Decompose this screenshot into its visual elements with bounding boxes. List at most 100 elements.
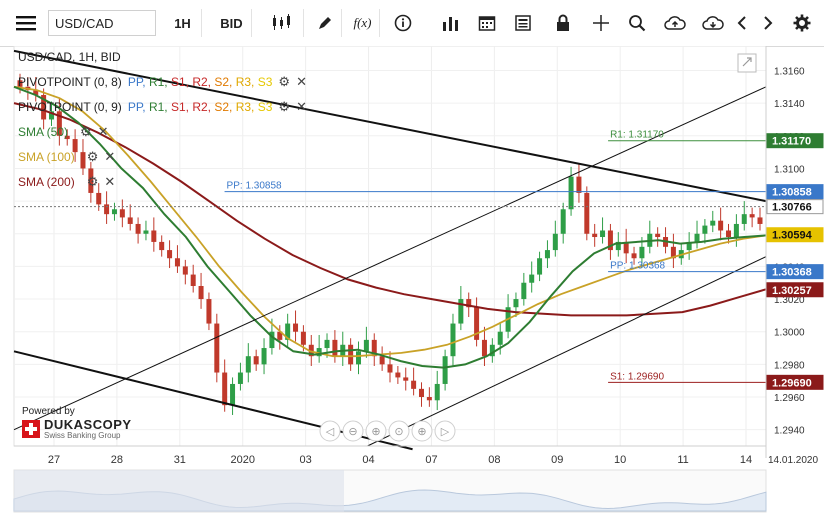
price-side-button[interactable]: BID — [212, 9, 252, 37]
navigator-window[interactable] — [14, 470, 344, 512]
candle-body — [395, 372, 401, 378]
candle-body — [41, 94, 47, 120]
zoom-fit-icon[interactable] — [388, 420, 410, 442]
candle-body — [749, 214, 755, 218]
candle-body — [48, 111, 54, 120]
candle-body — [726, 230, 732, 238]
symbol-selector[interactable]: USD/CAD — [48, 10, 156, 36]
y-tick-label: 1.3160 — [774, 66, 805, 77]
gear-icon[interactable]: ⚙ — [278, 74, 291, 89]
sma50-line — [13, 85, 767, 369]
candle-body — [434, 383, 440, 401]
price-label-0: 1.31170 — [772, 136, 811, 148]
candle-body — [190, 274, 196, 286]
dukascopy-logo: Powered by DUKASCOPY Swiss Banking Group — [22, 406, 132, 440]
zoom-fit-icon-glyph: ⊙ — [394, 426, 403, 438]
toolbar: USD/CAD 1H BID f(x) — [0, 0, 824, 47]
price-label-bg-1 — [766, 184, 824, 200]
chevron-left-icon[interactable] — [319, 420, 341, 442]
x-tick-label: 04 — [362, 454, 374, 466]
chevron-right-icon[interactable] — [434, 420, 456, 442]
candle-body — [174, 258, 180, 267]
swiss-cross-icon — [22, 420, 40, 438]
y-tick-label: 1.3140 — [774, 99, 805, 110]
legend-pivot9-label: PIVOTPOINT (0, 9) — [18, 100, 122, 114]
chevron-left-icon[interactable] — [730, 9, 754, 37]
level-label-1: PP: 1.30858 — [227, 181, 282, 192]
zoom-out-icon[interactable] — [342, 420, 364, 442]
channel-lower-line — [367, 256, 767, 447]
candle-body — [56, 111, 62, 136]
gear-icon[interactable]: ⚙ — [80, 124, 92, 139]
gear-icon[interactable]: ⚙ — [86, 174, 99, 189]
pan-icon[interactable] — [365, 420, 387, 442]
zoom-icon[interactable] — [622, 9, 652, 37]
zoom-in-icon[interactable] — [411, 420, 433, 442]
expand-icon[interactable] — [737, 53, 757, 73]
candle-body — [96, 192, 102, 205]
candle-body — [529, 274, 535, 283]
candle-body — [521, 282, 527, 300]
candle-body — [733, 223, 739, 238]
pivot8-r2: R2, — [192, 75, 215, 89]
pivot8-r1: R1, — [148, 75, 171, 89]
x-tick-label: 10 — [614, 454, 626, 466]
calendar-icon[interactable] — [472, 9, 502, 37]
candle-body — [537, 258, 543, 275]
cloud-download-icon[interactable] — [698, 9, 728, 37]
gear-icon[interactable]: ⚙ — [278, 99, 291, 114]
close-icon[interactable]: ✕ — [296, 99, 307, 114]
x-date-label: 14.01.2020 — [768, 455, 818, 466]
y-tick-label: 1.2960 — [774, 393, 805, 404]
candle-body — [584, 192, 590, 234]
info-icon[interactable] — [388, 9, 418, 37]
candle-body — [64, 135, 70, 140]
candle-body — [198, 286, 204, 300]
pivot8-s2: S2, — [214, 75, 236, 89]
candle-body — [182, 266, 188, 275]
close-icon[interactable]: ✕ — [296, 74, 307, 89]
timeframe-button[interactable]: 1H — [164, 9, 202, 37]
chart-area[interactable]: R1: 1.31170 PP: 1.30858 PP: 1.30368 S1: 1.2… — [0, 45, 824, 513]
candle-body — [757, 217, 763, 224]
price-label-bg-5 — [766, 282, 824, 298]
x-tick-label: 28 — [111, 454, 123, 466]
lock-icon[interactable] — [548, 9, 578, 37]
logo-sub: Swiss Banking Group — [44, 431, 121, 440]
candle-body — [332, 339, 338, 357]
candle-body — [285, 323, 291, 340]
cloud-upload-icon[interactable] — [660, 9, 690, 37]
chevron-right-icon-glyph: ▷ — [441, 426, 450, 438]
price-label-1: 1.30858 — [772, 187, 812, 199]
resistance-trendline — [13, 49, 767, 203]
hamburger-icon[interactable] — [10, 9, 42, 37]
sma100-line — [13, 85, 767, 358]
gear-icon[interactable]: ⚙ — [86, 149, 99, 164]
bar-chart-icon[interactable] — [436, 9, 466, 37]
crosshair-icon[interactable] — [586, 9, 616, 37]
fx-icon[interactable]: f(x) — [346, 9, 380, 37]
close-icon[interactable]: ✕ — [104, 149, 116, 164]
candle-body — [80, 152, 86, 169]
legend-pivot9-items: PP, R1, S1, R2, S2, R3, S3 — [128, 100, 273, 114]
close-icon[interactable]: ✕ — [97, 124, 109, 139]
candle-body — [371, 339, 377, 357]
candle-body — [104, 204, 110, 215]
x-tick-label: 31 — [174, 454, 186, 466]
price-chart[interactable]: R1: 1.31170 PP: 1.30858 PP: 1.30368 S1: 1.2… — [0, 45, 824, 513]
pencil-icon[interactable] — [308, 9, 342, 37]
gear-icon[interactable] — [788, 9, 816, 37]
chevron-right-icon[interactable] — [756, 9, 780, 37]
candle-body — [403, 377, 409, 381]
candle-body — [489, 344, 495, 357]
candle-body — [379, 356, 385, 365]
candle-body — [214, 323, 220, 373]
candle-body — [442, 356, 448, 384]
close-icon[interactable]: ✕ — [104, 174, 116, 189]
pivot8-s3: S3 — [257, 75, 273, 89]
candles-icon[interactable] — [260, 9, 304, 37]
news-icon[interactable] — [508, 9, 538, 37]
legend-sma50-label: SMA (50) — [18, 125, 69, 139]
candle-body — [474, 307, 480, 340]
candle-body — [363, 339, 369, 352]
